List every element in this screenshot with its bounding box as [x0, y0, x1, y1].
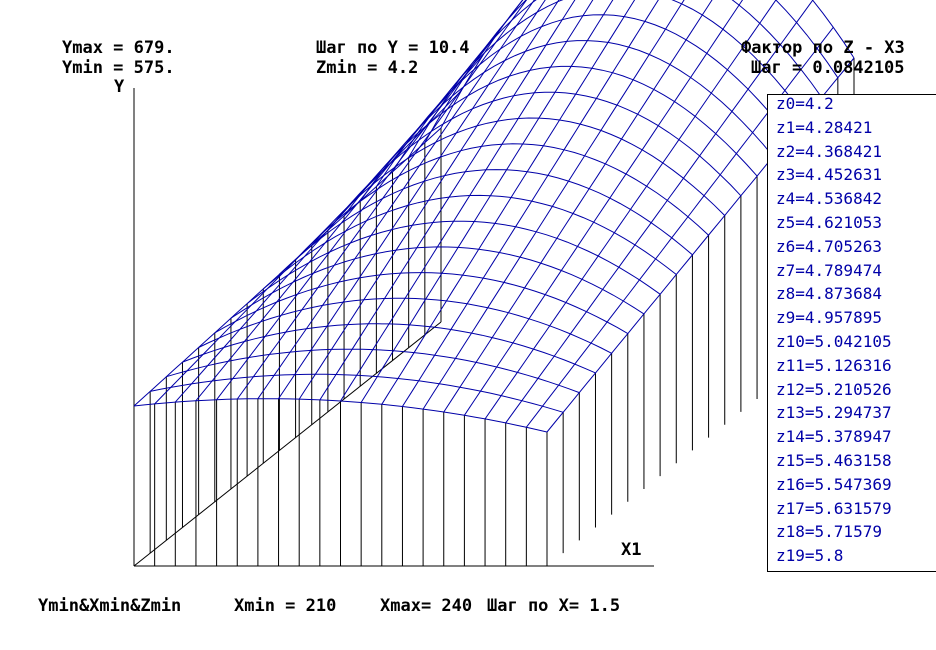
xmax-label: Xmax= 240: [380, 596, 473, 616]
mesh-x-line: [154, 89, 462, 405]
z-level-1: z1=4.28421: [776, 117, 873, 137]
z-level-0: z0=4.2: [776, 94, 834, 113]
mesh-x-line: [381, 0, 636, 405]
xmin-label: Xmin = 210: [234, 596, 337, 616]
mesh-x-line: [278, 0, 546, 399]
mesh-x-line: [401, 0, 659, 407]
step-x-label: Шаг по X= 1.5: [487, 596, 621, 616]
z-level-8: z8=4.873684: [776, 284, 882, 304]
z-level-11: z11=5.126316: [776, 355, 892, 375]
z-level-16: z16=5.547369: [776, 474, 892, 494]
y-axis-label: Y: [114, 77, 125, 97]
ymax-label: Ymax = 679.: [62, 38, 175, 58]
surface-mesh: [133, 0, 855, 433]
z-level-9: z9=4.957895: [776, 308, 882, 328]
step-y-label: Шаг по Y = 10.4: [316, 38, 470, 58]
z-level-6: z6=4.705263: [776, 236, 882, 256]
x-axis-label: X1: [621, 540, 642, 560]
mesh-x-line: [463, 0, 744, 416]
mesh-x-line: [360, 0, 614, 403]
mesh-x-line: [174, 55, 483, 403]
surface-drop-lines: [133, 58, 855, 566]
mesh-x-line: [505, 0, 814, 424]
mesh-x-line: [133, 127, 442, 407]
mesh-x-line: [443, 0, 713, 413]
z-level-7: z7=4.789474: [776, 260, 882, 280]
mesh-z-line: [343, 65, 758, 217]
mesh-x-line: [319, 0, 576, 401]
z-axis: [133, 321, 442, 567]
origin-label: Ymin&Xmin&Zmin: [38, 596, 182, 616]
mesh-z-line: [295, 143, 709, 261]
mesh-z-line: [311, 117, 726, 246]
z-level-18: z18=5.71579: [776, 522, 882, 542]
ymin-label: Ymin = 575.: [62, 58, 175, 78]
z-level-19: z19=5.8: [776, 546, 844, 566]
mesh-x-line: [484, 0, 777, 420]
z-level-14: z14=5.378947: [776, 427, 892, 447]
mesh-x-line: [422, 0, 685, 410]
z-level-2: z2=4.368421: [776, 141, 882, 161]
step-z-label: Шаг = 0.0842105: [751, 58, 905, 78]
mesh-z-line: [166, 348, 580, 394]
mesh-x-line: [257, 0, 535, 399]
mesh-z-line: [150, 373, 564, 413]
z-level-17: z17=5.631579: [776, 498, 892, 518]
z-level-3: z3=4.452631: [776, 165, 882, 185]
z-level-10: z10=5.042105: [776, 332, 892, 351]
zmin-label: Zmin = 4.2: [316, 58, 419, 78]
factor-z-label: Фактор по Z - X3: [741, 38, 905, 58]
z-level-4: z4=4.536842: [776, 189, 882, 209]
mesh-x-line: [195, 25, 504, 402]
z-level-15: z15=5.463158: [776, 451, 892, 470]
mesh-x-line: [236, 0, 528, 400]
z-level-12: z12=5.210526: [776, 379, 892, 399]
z-level-5: z5=4.621053: [776, 213, 882, 232]
z-levels-legend: z0=4.2 z1=4.28421 z2=4.368421 z3=4.452631 z4…: [767, 94, 936, 572]
mesh-x-line: [216, 0, 524, 401]
mesh-x-line: [340, 0, 594, 402]
z-level-13: z13=5.294737: [776, 403, 892, 423]
mesh-x-line: [298, 0, 560, 400]
